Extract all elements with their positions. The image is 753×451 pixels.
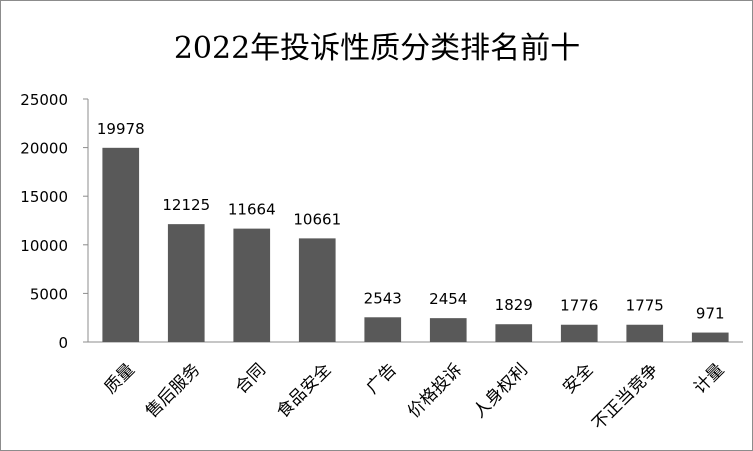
chart-title: 2022年投诉性质分类排名前十: [174, 31, 580, 66]
bar: [102, 147, 140, 342]
data-label: 1775: [626, 297, 664, 315]
data-label: 1829: [495, 296, 533, 314]
category-label: 安全: [559, 360, 597, 398]
category-label: 不正当竞争: [589, 360, 663, 434]
category-label: 售后服务: [142, 360, 204, 422]
data-label: 11664: [228, 201, 276, 219]
y-tick-label: 20000: [20, 140, 68, 158]
bar: [364, 317, 402, 342]
data-label: 19978: [97, 120, 145, 138]
category-label: 计量: [690, 360, 728, 398]
y-tick-label: 5000: [30, 285, 68, 303]
category-label: 广告: [363, 360, 401, 398]
category-label: 食品安全: [273, 360, 335, 422]
y-tick-label: 10000: [20, 237, 68, 255]
data-labels: 19978 12125 11664 10661 2543 2454 1829 1776 1775…: [97, 120, 725, 323]
bar: [691, 332, 729, 342]
bar: [560, 324, 598, 342]
category-label: 价格投诉: [404, 360, 466, 422]
data-label: 1776: [560, 297, 598, 315]
data-label: 971: [696, 305, 725, 323]
data-label: 10661: [293, 210, 341, 228]
y-tick-label: 15000: [20, 188, 68, 206]
category-label: 质量: [101, 360, 139, 398]
bars: [102, 147, 729, 342]
y-tick-label: 25000: [20, 91, 68, 109]
bar: [167, 224, 205, 342]
data-label: 12125: [162, 196, 210, 214]
data-label: 2543: [364, 289, 402, 307]
category-label: 合同: [232, 360, 270, 398]
bar: [429, 318, 467, 342]
bar: [495, 324, 533, 342]
bar: [298, 238, 336, 342]
y-tick-label: 0: [58, 334, 68, 352]
bar: [626, 324, 664, 342]
category-label: 人身权利: [470, 360, 532, 422]
data-label: 2454: [429, 290, 467, 308]
y-tick-labels: 0 5000 10000 15000 20000 25000: [20, 91, 68, 352]
bar: [233, 228, 271, 342]
